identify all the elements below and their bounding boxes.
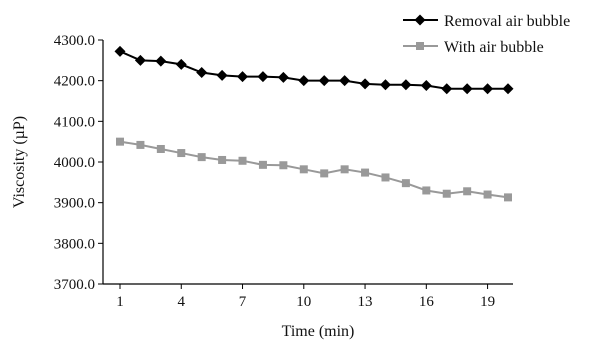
data-point xyxy=(298,75,310,87)
y-tick-label: 4100.0 xyxy=(54,114,95,130)
x-ticks: 1 4 7 10 13 16 19 xyxy=(116,284,495,310)
data-point xyxy=(320,169,329,178)
data-point xyxy=(400,79,412,91)
data-point xyxy=(502,83,514,95)
data-point xyxy=(299,165,308,174)
x-tick-label: 10 xyxy=(296,294,311,310)
y-tick-label: 3900.0 xyxy=(54,196,95,212)
data-point xyxy=(442,189,451,198)
data-point xyxy=(218,155,227,164)
data-point xyxy=(114,45,126,57)
data-point xyxy=(257,71,269,83)
series-0 xyxy=(114,45,514,95)
data-point xyxy=(175,58,187,70)
data-point xyxy=(422,186,431,195)
legend: Removal air bubble With air bubble xyxy=(403,13,570,56)
x-tick-label: 4 xyxy=(178,294,186,310)
x-tick-label: 7 xyxy=(239,294,247,310)
data-point xyxy=(277,71,289,83)
data-point xyxy=(116,137,124,146)
legend-marker xyxy=(414,14,426,26)
data-point xyxy=(136,140,145,149)
data-point xyxy=(461,83,473,95)
x-tick-label: 16 xyxy=(419,294,435,310)
data-point xyxy=(279,161,288,170)
legend-label: With air bubble xyxy=(444,39,544,56)
legend-label: Removal air bubble xyxy=(444,13,570,30)
data-point xyxy=(238,156,247,165)
data-point xyxy=(177,149,186,158)
data-point xyxy=(361,168,370,177)
series-1 xyxy=(116,137,512,202)
y-tick-label: 4300.0 xyxy=(54,33,95,49)
data-point xyxy=(420,80,432,92)
x-tick-label: 13 xyxy=(358,294,373,310)
y-tick-label: 3700.0 xyxy=(54,277,95,293)
data-point xyxy=(340,165,349,174)
x-axis-title: Time (min) xyxy=(282,323,355,340)
axes xyxy=(102,40,513,285)
data-point xyxy=(441,83,453,95)
y-tick-label: 4000.0 xyxy=(54,155,95,171)
data-point xyxy=(483,190,492,199)
data-point xyxy=(482,83,494,95)
data-point xyxy=(156,144,165,153)
data-point xyxy=(339,75,351,87)
x-tick-label: 1 xyxy=(116,294,124,310)
data-point xyxy=(379,79,391,91)
data-point xyxy=(504,193,512,202)
series-layer xyxy=(114,45,514,202)
data-point xyxy=(359,78,371,90)
data-point xyxy=(401,179,410,188)
data-point xyxy=(216,69,228,81)
series-line xyxy=(119,50,508,90)
data-point xyxy=(381,173,390,182)
legend-marker xyxy=(416,42,424,50)
data-point xyxy=(155,55,167,67)
data-point xyxy=(463,187,472,196)
y-tick-label: 3800.0 xyxy=(54,236,95,252)
data-point xyxy=(258,160,267,169)
legend-item: With air bubble xyxy=(403,39,544,56)
legend-item: Removal air bubble xyxy=(403,13,570,30)
y-tick-label: 4200.0 xyxy=(54,74,95,90)
data-point xyxy=(134,54,146,66)
y-ticks: 3700.0 3800.0 3900.0 4000.0 4100.0 4200.0 4300… xyxy=(54,33,103,293)
x-tick-label: 19 xyxy=(480,294,495,310)
data-point xyxy=(196,67,208,79)
data-point xyxy=(197,153,206,162)
y-axis-title: Viscosity (µP) xyxy=(11,116,28,208)
data-point xyxy=(318,75,330,87)
data-point xyxy=(237,71,249,83)
